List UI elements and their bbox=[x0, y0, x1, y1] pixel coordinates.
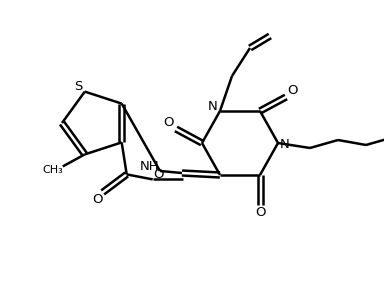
Text: CH₃: CH₃ bbox=[42, 165, 63, 176]
Text: O: O bbox=[255, 206, 265, 218]
Text: O: O bbox=[164, 117, 174, 130]
Text: N: N bbox=[208, 100, 218, 113]
Text: O: O bbox=[93, 193, 103, 206]
Text: N: N bbox=[280, 139, 290, 151]
Text: NH: NH bbox=[140, 159, 160, 173]
Text: O: O bbox=[288, 85, 298, 97]
Text: O: O bbox=[154, 168, 164, 181]
Text: S: S bbox=[74, 80, 83, 93]
